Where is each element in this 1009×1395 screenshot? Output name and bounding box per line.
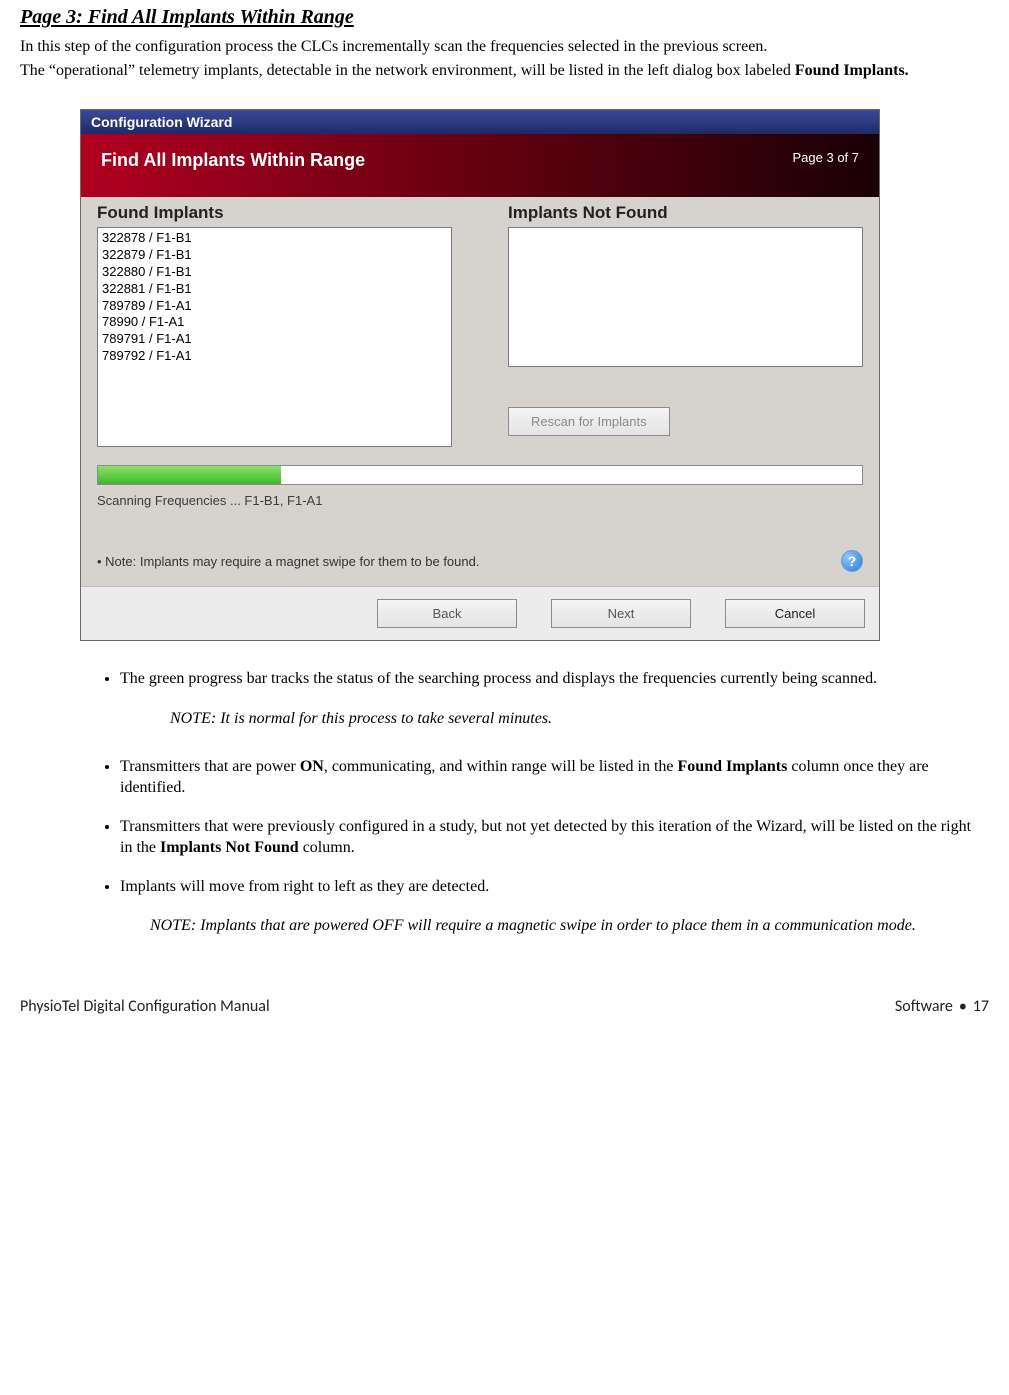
list-item[interactable]: 322879 / F1-B1 (102, 247, 447, 264)
b2-b: , communicating, and within range will b… (324, 758, 678, 775)
scanning-frequencies-label: Scanning Frequencies ... F1-B1, F1-A1 (97, 493, 863, 508)
list-item[interactable]: 789792 / F1-A1 (102, 348, 447, 365)
list-item[interactable]: 789789 / F1-A1 (102, 298, 447, 315)
cancel-button[interactable]: Cancel (725, 599, 865, 628)
footer-left: PhysioTel Digital Configuration Manual (20, 997, 270, 1016)
intro-line-2a: The “operational” telemetry implants, de… (20, 62, 795, 79)
wizard-titlebar: Configuration Wizard (81, 110, 879, 134)
found-implants-listbox[interactable]: 322878 / F1-B1322879 / F1-B1322880 / F1-… (97, 227, 452, 447)
back-button[interactable]: Back (377, 599, 517, 628)
found-implants-heading: Found Implants (97, 203, 452, 223)
footer-dot: • (953, 997, 973, 1016)
page-footer: PhysioTel Digital Configuration Manual S… (20, 997, 989, 1016)
list-item[interactable]: 322878 / F1-B1 (102, 230, 447, 247)
wizard-ribbon-title: Find All Implants Within Range (101, 150, 365, 171)
b3-b: column. (299, 839, 355, 856)
scan-progress-bar (97, 465, 863, 485)
b2-a: Transmitters that are power (120, 758, 300, 775)
footer-right: Software•17 (895, 997, 989, 1016)
bullet-found-implants: Transmitters that are power ON, communic… (120, 757, 989, 799)
wizard-ribbon: Find All Implants Within Range Page 3 of… (81, 134, 879, 197)
note-powered-off: NOTE: Implants that are powered OFF will… (150, 915, 940, 937)
notfound-implants-listbox[interactable] (508, 227, 863, 367)
list-item[interactable]: 78990 / F1-A1 (102, 314, 447, 331)
rescan-button[interactable]: Rescan for Implants (508, 407, 670, 436)
intro-line-2-bold: Found Implants. (795, 62, 909, 79)
b2-found: Found Implants (678, 758, 788, 775)
magnet-swipe-note: • Note: Implants may require a magnet sw… (97, 554, 479, 569)
page-heading: Page 3: Find All Implants Within Range (20, 6, 989, 29)
notfound-implants-heading: Implants Not Found (508, 203, 863, 223)
list-item[interactable]: 322881 / F1-B1 (102, 281, 447, 298)
scan-progress-fill (98, 466, 281, 484)
help-icon[interactable]: ? (841, 550, 863, 572)
b2-on: ON (300, 758, 324, 775)
b3-bold: Implants Not Found (160, 839, 299, 856)
wizard-screenshot: Configuration Wizard Find All Implants W… (80, 109, 880, 641)
intro-line-2: The “operational” telemetry implants, de… (20, 61, 989, 81)
wizard-footer: Back Next Cancel (81, 586, 879, 640)
intro-line-1: In this step of the configuration proces… (20, 37, 989, 57)
bullet-progress-bar: The green progress bar tracks the status… (120, 669, 989, 690)
body-bullets: The green progress bar tracks the status… (120, 669, 989, 690)
list-item[interactable]: 322880 / F1-B1 (102, 264, 447, 281)
wizard-page-of: Page 3 of 7 (793, 150, 860, 165)
footer-page-num: 17 (973, 997, 989, 1016)
bullet-not-found: Transmitters that were previously config… (120, 817, 989, 859)
list-item[interactable]: 789791 / F1-A1 (102, 331, 447, 348)
body-bullets-2: Transmitters that are power ON, communic… (120, 757, 989, 897)
bullet-move-left: Implants will move from right to left as… (120, 877, 989, 898)
next-button[interactable]: Next (551, 599, 691, 628)
footer-section: Software (895, 997, 953, 1016)
note-several-minutes: NOTE: It is normal for this process to t… (170, 708, 989, 730)
